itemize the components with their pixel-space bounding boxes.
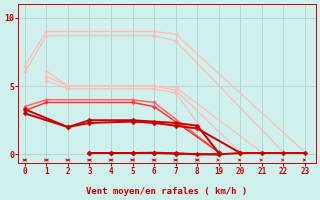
X-axis label: Vent moyen/en rafales ( km/h ): Vent moyen/en rafales ( km/h ) <box>86 187 248 196</box>
